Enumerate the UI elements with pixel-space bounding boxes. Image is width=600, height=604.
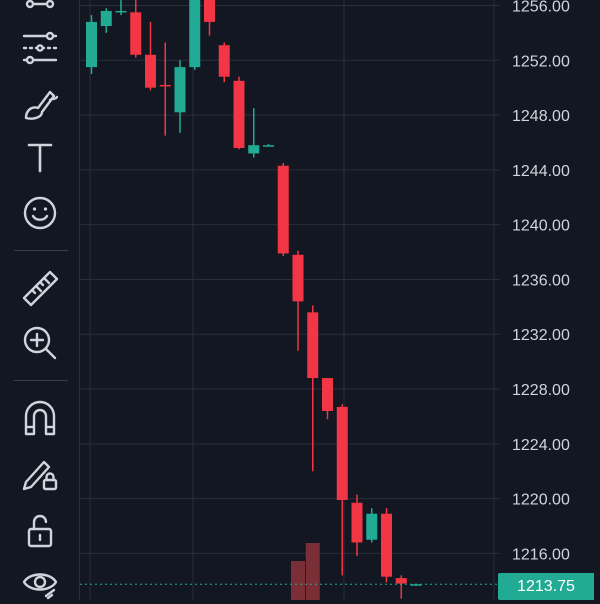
candle-body — [86, 21, 97, 68]
candle[interactable] — [145, 21, 156, 91]
candle[interactable] — [395, 575, 407, 599]
candle-body — [218, 45, 230, 77]
candle[interactable] — [130, 0, 142, 58]
candle-body — [366, 513, 378, 540]
candle-body — [174, 67, 186, 113]
text-tool-icon[interactable] — [18, 136, 62, 180]
last-price-label: 1213.75 — [498, 573, 594, 600]
price-tick-label: 1256.00 — [512, 0, 570, 15]
drawing-toolbar — [0, 0, 80, 600]
candle-body — [159, 84, 171, 87]
price-tick-label: 1228.00 — [512, 382, 570, 399]
price-tick-label: 1240.00 — [512, 218, 570, 235]
price-tick-label: 1224.00 — [512, 437, 570, 454]
volume-bar — [305, 543, 320, 600]
price-tick-label: 1232.00 — [512, 327, 570, 344]
candle[interactable] — [381, 508, 392, 583]
candle-body — [351, 502, 363, 543]
candle[interactable] — [218, 42, 230, 83]
candle-body — [336, 406, 348, 500]
candle[interactable] — [307, 305, 319, 472]
price-tick-label: 1252.00 — [512, 53, 570, 70]
candle-body — [395, 578, 407, 584]
candle[interactable] — [292, 250, 304, 351]
candle[interactable] — [86, 15, 97, 74]
candle-body — [130, 12, 142, 55]
candle-body — [100, 10, 112, 27]
candle-body — [189, 0, 201, 68]
candle-body — [115, 10, 127, 13]
price-tick-label: 1220.00 — [512, 492, 570, 509]
candle-body — [277, 165, 289, 254]
candle[interactable] — [366, 508, 378, 543]
price-tick-label: 1216.00 — [512, 546, 570, 563]
brush-icon[interactable] — [18, 82, 62, 126]
emoji-icon[interactable] — [18, 191, 62, 235]
zoom-in-icon[interactable] — [18, 320, 62, 364]
candle-body — [307, 312, 319, 379]
candlestick-chart[interactable]: 1256.00 1252.00 1248.00 1244.00 1240.00 1236.… — [80, 0, 600, 600]
toolbar-separator — [14, 380, 68, 381]
price-tick-label: 1236.00 — [512, 272, 570, 289]
candle-body — [145, 54, 156, 88]
candle-body — [410, 584, 422, 586]
magnet-icon[interactable] — [18, 396, 62, 440]
candle-body — [292, 254, 304, 302]
unlock-icon[interactable] — [18, 508, 62, 552]
candle-body — [233, 80, 245, 148]
lock-drawing-icon[interactable] — [18, 450, 62, 494]
candle-body — [204, 0, 215, 22]
toolbar-separator — [14, 250, 68, 251]
candle[interactable] — [159, 42, 171, 136]
candle[interactable] — [336, 404, 348, 576]
ruler-icon[interactable] — [18, 266, 62, 310]
candle[interactable] — [204, 0, 215, 36]
eye-icon[interactable] — [18, 560, 62, 604]
candle[interactable] — [248, 108, 260, 158]
candle-body — [248, 145, 260, 154]
candle-body — [381, 513, 392, 577]
candle[interactable] — [100, 8, 112, 33]
candle[interactable] — [189, 0, 201, 70]
volume-bar — [291, 561, 305, 600]
candle[interactable] — [233, 76, 245, 150]
fib-retracement-icon[interactable] — [18, 26, 62, 70]
price-tick-label: 1244.00 — [512, 163, 570, 180]
candle[interactable] — [351, 494, 363, 557]
trend-line-icon[interactable] — [18, 0, 62, 30]
candle[interactable] — [322, 378, 333, 420]
candle-body — [263, 145, 274, 147]
chart-pane[interactable]: 1256.00 1252.00 1248.00 1244.00 1240.00 1236.… — [80, 0, 600, 600]
candle[interactable] — [277, 163, 289, 257]
candle-body — [322, 378, 333, 411]
candle[interactable] — [263, 143, 274, 147]
candle[interactable] — [174, 60, 186, 133]
price-tick-label: 1248.00 — [512, 108, 570, 125]
candle[interactable] — [115, 0, 127, 16]
